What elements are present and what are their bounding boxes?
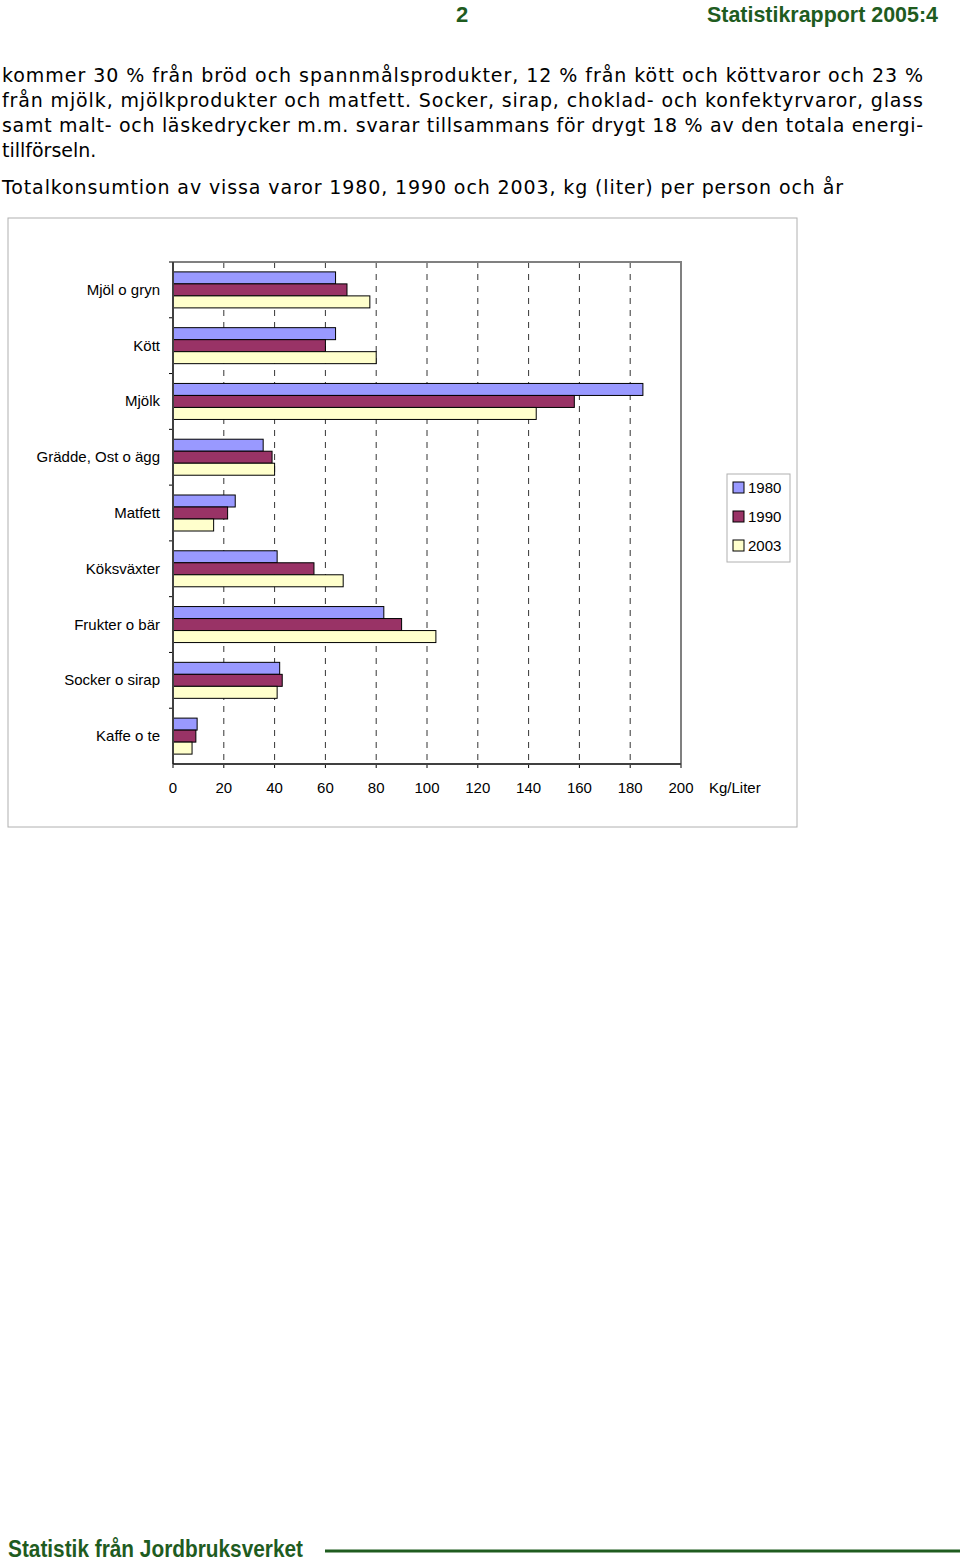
bar [173,631,436,643]
bar [173,619,402,631]
tick-label: 60 [317,779,334,796]
category-label: Socker o sirap [64,671,160,688]
bar [173,563,314,575]
category-label: Frukter o bär [74,616,160,633]
tick-label: 140 [516,779,541,796]
bar [173,674,282,686]
page-number: 2 [456,2,468,27]
footer: Statistik från Jordbruksverket [8,1535,303,1559]
bar [173,296,370,308]
plot-frame [173,262,681,764]
bar [173,272,336,284]
bar [173,718,197,730]
grid-line [427,262,428,764]
paragraph-line: samt malt- och läskedrycker m.m. svarar … [2,114,923,136]
grid-line [376,262,377,764]
tick-label: 80 [368,779,385,796]
bar [173,662,280,674]
bar [173,742,192,754]
bar [173,451,272,463]
category-label: Matfett [114,504,161,521]
footer-rule [325,1550,960,1553]
bar [173,407,536,419]
legend-swatch [733,482,744,493]
category-label: Mjölk [125,392,161,409]
legend-swatch [733,511,744,522]
legend-swatch [733,540,744,551]
chart-frame [8,218,797,827]
bar [173,328,336,340]
bar [173,395,574,407]
legend-label: 2003 [748,537,781,554]
tick-label: 40 [266,779,283,796]
bars [173,272,643,754]
bar [173,519,214,531]
bar [173,463,275,475]
tick-label: 200 [668,779,693,796]
category-label: Kaffe o te [96,727,160,744]
bar [173,507,228,519]
tick-label: 160 [567,779,592,796]
bar [173,383,643,395]
paragraph-line: från mjölk, mjölkprodukter och matfett. … [2,89,923,111]
bar [173,575,343,587]
tick-label: 100 [414,779,439,796]
tick-label: 0 [169,779,177,796]
grid-line [579,262,580,764]
grid-line [477,262,478,764]
tick-label: 20 [215,779,232,796]
report-title: Statistikrapport 2005:4 [707,2,939,27]
grid-line [630,262,631,764]
legend-label: 1990 [748,508,781,525]
legend-label: 1980 [748,479,781,496]
category-label: Köksväxter [86,560,160,577]
chart-title: Totalkonsumtion av vissa varor 1980, 199… [1,176,843,198]
paragraph-line: kommer 30 % från bröd och spannmålsprodu… [2,64,923,86]
bar [173,340,325,352]
tick-label: 180 [618,779,643,796]
bar [173,352,376,364]
paragraph-line: tillförseln. [2,139,96,161]
bar [173,730,196,742]
category-label: Mjöl o gryn [87,281,160,298]
grid-line [173,262,174,764]
bar [173,551,277,563]
bar [173,607,384,619]
axis-line [173,262,174,764]
axis-line [173,764,681,765]
axis-label: Kg/Liter [709,779,761,796]
bar [173,686,277,698]
category-label: Kött [133,337,161,354]
legend-box [727,474,790,562]
bar [173,495,235,507]
grid-line [528,262,529,764]
bar [173,284,347,296]
tick-label: 120 [465,779,490,796]
bar [173,439,263,451]
category-label: Grädde, Ost o ägg [37,448,160,465]
